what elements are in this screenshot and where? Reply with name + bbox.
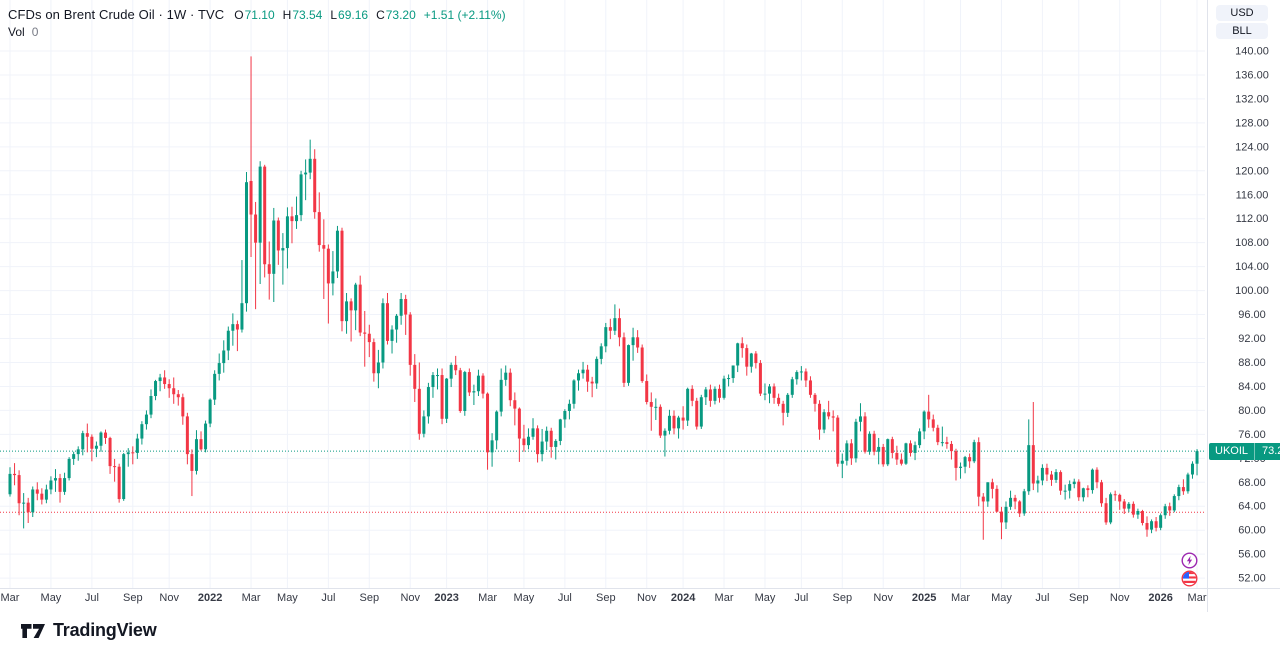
- price-axis-label: 120.00: [1235, 165, 1269, 177]
- time-axis-month-label: Mar: [951, 592, 970, 604]
- badge-price: 73.20: [1262, 444, 1280, 457]
- grid: [0, 0, 1205, 588]
- time-axis-month-label: Nov: [873, 592, 893, 604]
- time-axis-month-label: Mar: [242, 592, 261, 604]
- change-value: +1.51 (+2.11%): [423, 8, 506, 22]
- time-axis-month-label: Sep: [596, 592, 616, 604]
- price-axis-label: 88.00: [1238, 357, 1266, 369]
- price-axis-label: 64.00: [1238, 501, 1266, 513]
- symbol-title[interactable]: CFDs on Brent Crude Oil · 1W · TVC: [8, 7, 225, 22]
- time-axis-month-label: Nov: [400, 592, 420, 604]
- time-axis-month-label: Jul: [558, 592, 572, 604]
- time-axis-month-label: Jul: [321, 592, 335, 604]
- time-axis-month-label: Mar: [715, 592, 734, 604]
- time-axis-month-label: May: [277, 592, 298, 604]
- chart-legend: CFDs on Brent Crude Oil · 1W · TVC O71.1…: [8, 7, 506, 39]
- candlestick-chart[interactable]: 140.00 136.00 132.00 128.00 124.00 120.00 116.…: [0, 0, 1280, 612]
- time-axis-month-label: Jul: [1035, 592, 1049, 604]
- price-axis-label: 116.00: [1236, 189, 1269, 201]
- tradingview-logo-text: TradingView: [53, 620, 157, 640]
- volume-indicator[interactable]: Vol 0: [8, 25, 506, 39]
- axis-separators: [0, 0, 1280, 612]
- close-value: C73.20: [376, 8, 416, 22]
- price-axis-label: 68.00: [1238, 477, 1266, 489]
- us-flag-event-icon[interactable]: [1181, 570, 1198, 587]
- time-axis-month-label: May: [755, 592, 776, 604]
- price-axis-label: 132.00: [1235, 93, 1269, 105]
- volume-value: 0: [31, 25, 39, 39]
- time-axis[interactable]: Mar May Jul Sep Nov 2022 Mar May Jul Sep Nov 2023 Ma…: [1, 592, 1207, 604]
- price-axis-label: 96.00: [1238, 309, 1266, 321]
- candlestick-series: [8, 56, 1199, 540]
- price-axis-label: 124.00: [1235, 141, 1269, 153]
- price-axis-label: 84.00: [1238, 381, 1266, 393]
- price-axis-label: 60.00: [1238, 525, 1266, 537]
- time-axis-month-label: Mar: [1, 592, 20, 604]
- volume-label: Vol: [8, 25, 25, 39]
- unit-toggle-button[interactable]: BLL: [1216, 23, 1268, 39]
- tradingview-logo-mark: [21, 623, 45, 638]
- price-axis-label: 92.00: [1238, 333, 1266, 345]
- time-axis-month-label: Mar: [1188, 592, 1207, 604]
- price-axis-label: 80.00: [1238, 405, 1266, 417]
- time-axis-month-label: Nov: [1110, 592, 1130, 604]
- time-axis-month-label: Sep: [832, 592, 852, 604]
- price-axis[interactable]: 140.00 136.00 132.00 128.00 124.00 120.00 116.…: [1235, 46, 1269, 585]
- time-axis-month-label: Nov: [637, 592, 657, 604]
- time-axis-month-label: Sep: [123, 592, 143, 604]
- tradingview-logo[interactable]: TradingView: [20, 620, 157, 641]
- lightning-event-icon[interactable]: [1181, 552, 1198, 569]
- high-value: H73.54: [282, 8, 323, 22]
- price-axis-units: USD BLL: [1216, 5, 1268, 39]
- price-axis-label: 108.00: [1235, 237, 1269, 249]
- time-axis-month-label: Sep: [1069, 592, 1089, 604]
- time-axis-month-label: May: [514, 592, 535, 604]
- footer-bar: TradingView: [0, 612, 1280, 650]
- time-axis-year-label: 2023: [434, 592, 458, 604]
- price-axis-label: 76.00: [1238, 429, 1266, 441]
- ohlc-values: O71.10 H73.54 L69.16 C73.20 +1.51 (+2.11…: [234, 8, 505, 22]
- badge-symbol: UKOIL: [1215, 444, 1249, 457]
- price-axis-label: 140.00: [1235, 46, 1269, 58]
- price-axis-label: 52.00: [1238, 573, 1266, 585]
- price-axis-label: 104.00: [1235, 261, 1269, 273]
- time-axis-month-label: May: [41, 592, 62, 604]
- time-axis-year-label: 2024: [671, 592, 696, 604]
- open-value: O71.10: [234, 8, 275, 22]
- time-axis-year-label: 2022: [198, 592, 222, 604]
- time-axis-month-label: Jul: [85, 592, 99, 604]
- badge-divider: [1254, 442, 1256, 460]
- currency-toggle-button[interactable]: USD: [1216, 5, 1268, 21]
- time-axis-month-label: Nov: [159, 592, 179, 604]
- price-axis-label: 112.00: [1236, 213, 1269, 225]
- price-axis-label: 136.00: [1235, 69, 1269, 81]
- time-axis-month-label: Sep: [360, 592, 380, 604]
- price-axis-label: 100.00: [1235, 285, 1269, 297]
- time-axis-month-label: Mar: [478, 592, 497, 604]
- time-axis-year-label: 2025: [912, 592, 936, 604]
- time-axis-month-label: May: [991, 592, 1012, 604]
- price-axis-label: 128.00: [1235, 117, 1269, 129]
- time-axis-month-label: Jul: [794, 592, 808, 604]
- price-axis-label: 56.00: [1238, 549, 1266, 561]
- time-axis-year-label: 2026: [1148, 592, 1172, 604]
- low-value: L69.16: [330, 8, 369, 22]
- price-label-badge: UKOIL 73.20: [1209, 442, 1280, 460]
